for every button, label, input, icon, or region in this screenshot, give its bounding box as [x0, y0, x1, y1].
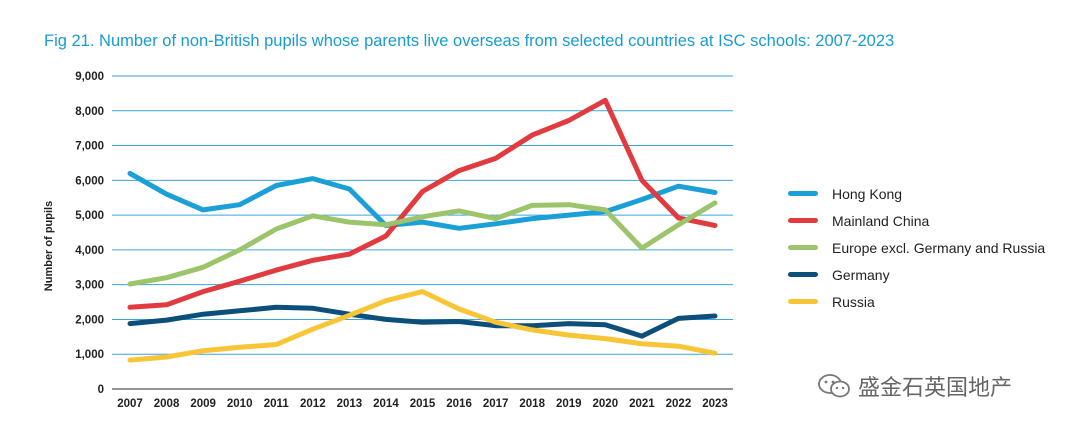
- y-tick-label: 3,000: [75, 280, 104, 292]
- legend-swatch: [788, 272, 818, 277]
- legend-label: Mainland China: [832, 212, 930, 229]
- series-line-germany: [127, 304, 718, 339]
- x-tick-label: 2011: [264, 398, 290, 410]
- x-tick-label: 2010: [227, 398, 253, 410]
- legend-swatch: [788, 245, 818, 250]
- y-tick-label: 0: [98, 384, 104, 396]
- legend-swatch: [788, 191, 818, 196]
- series-line-hong-kong: [127, 170, 718, 231]
- x-tick-label: 2022: [666, 398, 692, 410]
- legend-swatch: [788, 299, 818, 304]
- x-tick-label: 2017: [483, 398, 509, 410]
- x-tick-label: 2015: [410, 398, 436, 410]
- series-line-europe-excl-germany-and-russia: [127, 200, 718, 287]
- y-tick-label: 1,000: [75, 349, 104, 361]
- legend-item: Europe excl. Germany and Russia: [788, 234, 1045, 261]
- legend-label: Hong Kong: [832, 185, 903, 202]
- x-tick-label: 2013: [337, 398, 363, 410]
- legend-swatch: [788, 218, 818, 223]
- x-tick-label: 2019: [556, 398, 582, 410]
- y-tick-label: 8,000: [75, 106, 104, 118]
- y-axis-label: Number of pupils: [43, 201, 55, 291]
- legend-item: Hong Kong: [788, 180, 1045, 207]
- y-tick-label: 5,000: [75, 210, 104, 222]
- legend-item: Mainland China: [788, 207, 1045, 234]
- x-tick-label: 2012: [300, 398, 326, 410]
- x-tick-label: 2021: [629, 398, 655, 410]
- y-tick-label: 7,000: [75, 141, 104, 153]
- x-tick-label: 2020: [593, 398, 619, 410]
- legend-item: Russia: [788, 288, 1045, 315]
- legend-label: Europe excl. Germany and Russia: [832, 239, 1046, 256]
- series-line-mainland-china: [127, 97, 718, 310]
- legend-item: Germany: [788, 261, 1045, 288]
- chart-legend: Hong Kong Mainland China Europe excl. Germ…: [788, 180, 1045, 315]
- y-tick-label: 4,000: [75, 245, 104, 257]
- x-tick-label: 2014: [373, 398, 399, 410]
- x-tick-label: 2023: [702, 398, 728, 410]
- chart-title: Fig 21. Number of non-British pupils who…: [44, 32, 895, 50]
- x-tick-label: 2008: [154, 398, 180, 410]
- series-line-russia: [127, 289, 718, 363]
- legend-label: Germany: [832, 266, 890, 283]
- watermark-text: 盛金石英国地产: [858, 376, 1013, 401]
- y-tick-label: 2,000: [75, 314, 104, 326]
- x-tick-label: 2018: [519, 398, 545, 410]
- x-tick-label: 2007: [117, 398, 143, 410]
- x-tick-label: 2016: [446, 398, 472, 410]
- y-tick-label: 6,000: [75, 175, 104, 187]
- watermark: 盛金石英国地产: [818, 370, 1012, 402]
- y-tick-label: 9,000: [75, 71, 104, 83]
- x-tick-label: 2009: [190, 398, 216, 410]
- legend-label: Russia: [832, 293, 875, 310]
- wechat-icon: [818, 374, 850, 398]
